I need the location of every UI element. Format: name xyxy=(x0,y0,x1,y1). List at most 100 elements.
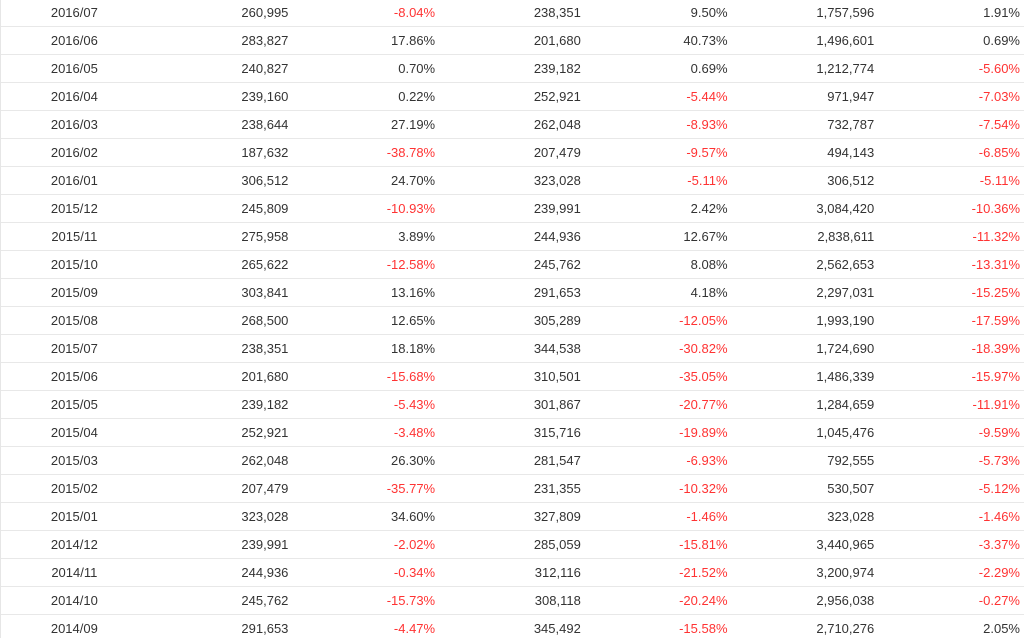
value-b-cell: 238,351 xyxy=(439,0,585,27)
period-cell: 2015/03 xyxy=(1,446,148,475)
cumulative-change-cell: -3.37% xyxy=(878,530,1024,559)
period-cell: 2015/02 xyxy=(1,474,148,503)
value-b-cell: 281,547 xyxy=(439,446,585,475)
cumulative-change-cell: -0.27% xyxy=(878,586,1024,615)
value-a-cell: 207,479 xyxy=(147,474,293,503)
table-row: 2015/01 323,028 34.60% 327,809 -1.46% 323,028… xyxy=(1,502,1024,531)
value-a-cell: 275,958 xyxy=(147,222,293,251)
change-a-cell: 18.18% xyxy=(292,334,440,363)
cumulative-change-cell: -2.29% xyxy=(878,558,1024,587)
cumulative-change-cell: -5.12% xyxy=(878,474,1024,503)
change-b-cell: -20.24% xyxy=(584,586,732,615)
value-a-cell: 244,936 xyxy=(147,558,293,587)
value-b-cell: 244,936 xyxy=(439,222,585,251)
change-b-cell: -15.58% xyxy=(584,614,732,638)
period-cell: 2014/11 xyxy=(1,558,148,587)
value-a-cell: 306,512 xyxy=(147,166,293,195)
value-b-cell: 231,355 xyxy=(439,474,585,503)
value-a-cell: 238,351 xyxy=(147,334,293,363)
value-a-cell: 239,991 xyxy=(147,530,293,559)
change-b-cell: 12.67% xyxy=(584,222,732,251)
period-cell: 2015/05 xyxy=(1,390,148,419)
value-b-cell: 262,048 xyxy=(439,110,585,139)
value-a-cell: 260,995 xyxy=(147,0,293,27)
value-b-cell: 312,116 xyxy=(439,558,585,587)
table-row: 2016/07 260,995 -8.04% 238,351 9.50% 1,757,59… xyxy=(1,0,1024,27)
table-row: 2015/03 262,048 26.30% 281,547 -6.93% 792,555… xyxy=(1,446,1024,475)
value-b-cell: 252,921 xyxy=(439,82,585,111)
change-a-cell: 26.30% xyxy=(292,446,440,475)
change-a-cell: -15.68% xyxy=(292,362,440,391)
value-b-cell: 285,059 xyxy=(439,530,585,559)
value-a-cell: 268,500 xyxy=(147,306,293,335)
change-a-cell: -3.48% xyxy=(292,418,440,447)
table-row: 2014/09 291,653 -4.47% 345,492 -15.58% 2,710,… xyxy=(1,614,1024,638)
period-cell: 2016/03 xyxy=(1,110,148,139)
change-b-cell: -21.52% xyxy=(584,558,732,587)
cumulative-cell: 2,956,038 xyxy=(731,586,879,615)
cumulative-cell: 1,496,601 xyxy=(731,26,879,55)
cumulative-change-cell: -5.11% xyxy=(878,166,1024,195)
change-b-cell: -8.93% xyxy=(584,110,732,139)
table-row: 2015/04 252,921 -3.48% 315,716 -19.89% 1,045,… xyxy=(1,418,1024,447)
change-b-cell: -19.89% xyxy=(584,418,732,447)
value-b-cell: 345,492 xyxy=(439,614,585,638)
change-a-cell: -5.43% xyxy=(292,390,440,419)
change-a-cell: -8.04% xyxy=(292,0,440,27)
cumulative-cell: 3,200,974 xyxy=(731,558,879,587)
change-a-cell: 0.70% xyxy=(292,54,440,83)
period-cell: 2015/06 xyxy=(1,362,148,391)
change-b-cell: -20.77% xyxy=(584,390,732,419)
table-row: 2014/12 239,991 -2.02% 285,059 -15.81% 3,440,… xyxy=(1,530,1024,559)
cumulative-change-cell: -15.25% xyxy=(878,278,1024,307)
cumulative-cell: 2,562,653 xyxy=(731,250,879,279)
cumulative-cell: 1,724,690 xyxy=(731,334,879,363)
value-a-cell: 291,653 xyxy=(147,614,293,638)
cumulative-change-cell: -13.31% xyxy=(878,250,1024,279)
change-a-cell: -2.02% xyxy=(292,530,440,559)
table-row: 2015/09 303,841 13.16% 291,653 4.18% 2,297,03… xyxy=(1,278,1024,307)
change-b-cell: -12.05% xyxy=(584,306,732,335)
change-a-cell: 24.70% xyxy=(292,166,440,195)
value-a-cell: 245,762 xyxy=(147,586,293,615)
cumulative-change-cell: -5.60% xyxy=(878,54,1024,83)
period-cell: 2016/01 xyxy=(1,166,148,195)
change-b-cell: 2.42% xyxy=(584,194,732,223)
cumulative-cell: 1,993,190 xyxy=(731,306,879,335)
change-a-cell: 0.22% xyxy=(292,82,440,111)
change-a-cell: -12.58% xyxy=(292,250,440,279)
period-cell: 2014/10 xyxy=(1,586,148,615)
change-b-cell: -30.82% xyxy=(584,334,732,363)
table-row: 2015/02 207,479 -35.77% 231,355 -10.32% 530,5… xyxy=(1,474,1024,503)
change-a-cell: -4.47% xyxy=(292,614,440,638)
value-a-cell: 245,809 xyxy=(147,194,293,223)
value-a-cell: 265,622 xyxy=(147,250,293,279)
change-b-cell: 4.18% xyxy=(584,278,732,307)
value-b-cell: 291,653 xyxy=(439,278,585,307)
cumulative-change-cell: -17.59% xyxy=(878,306,1024,335)
value-b-cell: 344,538 xyxy=(439,334,585,363)
change-b-cell: -15.81% xyxy=(584,530,732,559)
cumulative-change-cell: -5.73% xyxy=(878,446,1024,475)
cumulative-cell: 3,440,965 xyxy=(731,530,879,559)
period-cell: 2015/12 xyxy=(1,194,148,223)
change-a-cell: -0.34% xyxy=(292,558,440,587)
cumulative-cell: 3,084,420 xyxy=(731,194,879,223)
value-a-cell: 262,048 xyxy=(147,446,293,475)
change-b-cell: 0.69% xyxy=(584,54,732,83)
change-b-cell: -35.05% xyxy=(584,362,732,391)
value-b-cell: 201,680 xyxy=(439,26,585,55)
change-b-cell: -5.11% xyxy=(584,166,732,195)
value-b-cell: 301,867 xyxy=(439,390,585,419)
cumulative-cell: 323,028 xyxy=(731,502,879,531)
cumulative-change-cell: -1.46% xyxy=(878,502,1024,531)
period-cell: 2016/05 xyxy=(1,54,148,83)
period-cell: 2016/04 xyxy=(1,82,148,111)
period-cell: 2015/11 xyxy=(1,222,148,251)
cumulative-change-cell: -11.32% xyxy=(878,222,1024,251)
table-row: 2016/04 239,160 0.22% 252,921 -5.44% 971,947-… xyxy=(1,82,1024,111)
cumulative-cell: 494,143 xyxy=(731,138,879,167)
cumulative-cell: 1,212,774 xyxy=(731,54,879,83)
table-row: 2015/05 239,182 -5.43% 301,867 -20.77% 1,284,… xyxy=(1,390,1024,419)
